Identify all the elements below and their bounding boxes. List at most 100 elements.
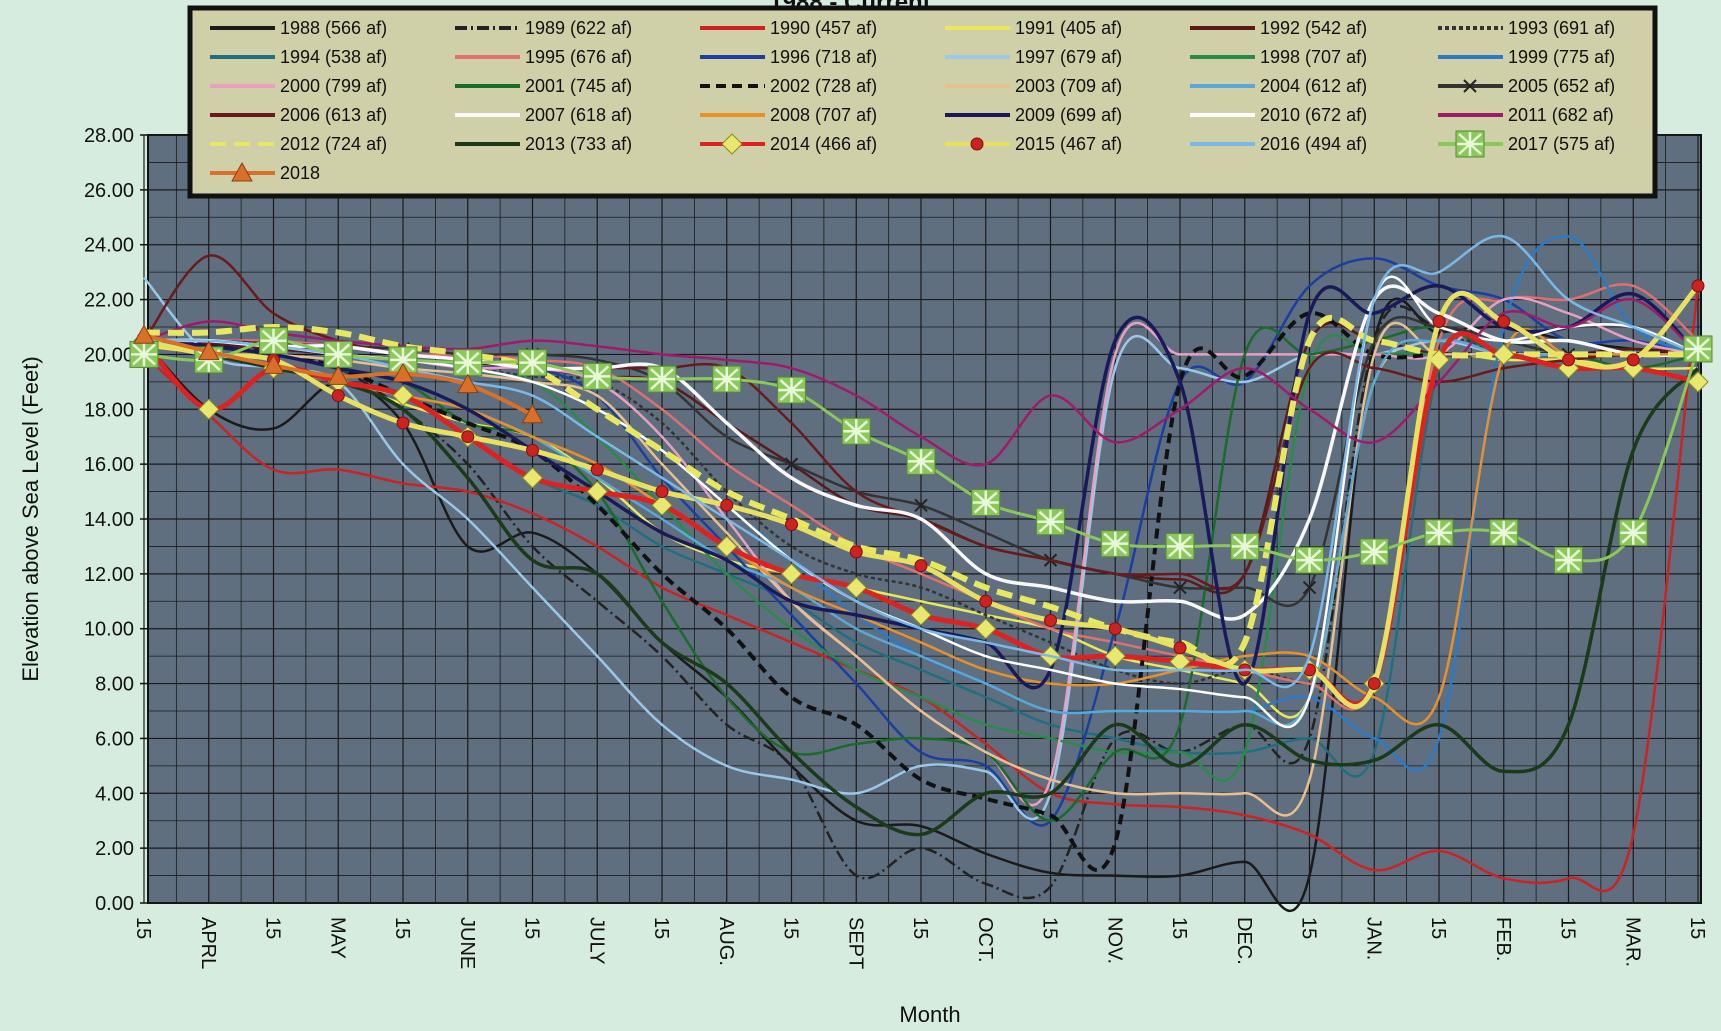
series-point-marker bbox=[586, 480, 608, 503]
series-point-marker bbox=[1173, 580, 1187, 595]
x-tick-label: MAY bbox=[326, 917, 348, 959]
legend-label: 2017 (575 af) bbox=[1508, 134, 1615, 154]
legend-label: 2009 (699 af) bbox=[1015, 105, 1122, 125]
legend-label: 1989 (622 af) bbox=[525, 18, 632, 38]
legend-item: 2008 (707 af) bbox=[700, 105, 877, 125]
x-tick-label: 15 bbox=[1039, 917, 1061, 939]
x-tick-label: AUG. bbox=[715, 917, 737, 966]
series-point-marker bbox=[1493, 343, 1515, 366]
series-point-marker-star bbox=[1426, 520, 1452, 545]
legend-item: 2017 (575 af) bbox=[1438, 130, 1615, 158]
series-point-marker-star bbox=[1361, 539, 1388, 564]
y-tick-label: 0.00 bbox=[95, 893, 134, 915]
series-point-marker bbox=[1497, 315, 1511, 329]
x-tick-label: NOV. bbox=[1103, 917, 1125, 964]
series-point-marker-star bbox=[778, 378, 805, 403]
series-point-marker-star bbox=[1620, 520, 1647, 545]
series-line bbox=[143, 321, 1698, 817]
legend-label: 1999 (775 af) bbox=[1508, 47, 1615, 67]
legend-item: 2007 (618 af) bbox=[455, 105, 632, 125]
legend-box bbox=[187, 5, 1658, 199]
y-tick-label: 10.00 bbox=[84, 619, 134, 641]
series-point-marker-star bbox=[519, 350, 546, 375]
legend-label: 1988 (566 af) bbox=[280, 18, 387, 38]
legend-label: 2014 (466 af) bbox=[770, 134, 877, 154]
y-tick-label: 14.00 bbox=[84, 509, 134, 531]
y-tick-label: 6.00 bbox=[95, 728, 134, 750]
series-31 bbox=[133, 324, 544, 424]
legend-label: 2015 (467 af) bbox=[1015, 134, 1122, 154]
legend-label: 2012 (724 af) bbox=[280, 134, 387, 154]
x-axis-title: Month bbox=[899, 1002, 960, 1027]
legend-item: 2003 (709 af) bbox=[945, 76, 1122, 96]
series-point-marker bbox=[914, 498, 928, 512]
x-tick-label: SEPT bbox=[844, 917, 866, 969]
y-tick-label: 24.00 bbox=[84, 235, 134, 257]
y-tick-label: 12.00 bbox=[84, 564, 134, 586]
series-point-marker-star bbox=[1490, 520, 1517, 545]
x-tick-label: 15 bbox=[1686, 917, 1708, 939]
series-point-marker-star bbox=[1167, 534, 1193, 559]
legend-label: 1998 (707 af) bbox=[1260, 47, 1367, 67]
legend-label: 2004 (612 af) bbox=[1260, 76, 1367, 96]
series-point-marker bbox=[914, 559, 928, 573]
x-tick-label: APRL bbox=[197, 917, 219, 969]
series-2 bbox=[143, 304, 1699, 900]
x-tick-label: 15 bbox=[132, 917, 154, 939]
legend-label: 2001 (745 af) bbox=[525, 76, 632, 96]
legend-item: 2012 (724 af) bbox=[210, 134, 387, 154]
series-point-marker bbox=[655, 485, 669, 499]
x-tick-label: MAR. bbox=[1621, 917, 1643, 967]
y-tick-label: 8.00 bbox=[95, 674, 134, 696]
y-tick-label: 2.00 bbox=[95, 838, 134, 860]
series-point-marker-star bbox=[843, 419, 870, 444]
series-point-marker-star bbox=[908, 449, 934, 474]
series-point-marker-star bbox=[131, 342, 157, 367]
y-tick-label: 18.00 bbox=[84, 399, 134, 421]
series-point-marker bbox=[651, 494, 673, 516]
series-point-marker-star bbox=[972, 490, 999, 515]
x-tick-label: OCT. bbox=[974, 917, 996, 963]
series-point-marker-star bbox=[454, 350, 481, 375]
series-point-marker bbox=[1104, 645, 1126, 667]
legend-item: 1989 (622 af) bbox=[455, 18, 632, 38]
series-point-marker-star bbox=[390, 347, 416, 372]
legend-item: 1993 (691 af) bbox=[1438, 18, 1615, 38]
series-line bbox=[143, 304, 1699, 900]
series-point-marker bbox=[327, 365, 350, 385]
series-line bbox=[143, 285, 1700, 893]
series-point-marker bbox=[1173, 641, 1187, 655]
series-point-marker-star bbox=[1102, 531, 1129, 556]
legend-label: 2011 (682 af) bbox=[1508, 105, 1614, 125]
series-point-marker bbox=[456, 373, 479, 394]
series-point-marker bbox=[396, 416, 410, 430]
series-point-marker bbox=[1626, 353, 1640, 367]
legend-item: 1990 (457 af) bbox=[700, 18, 877, 38]
legend-item: 1995 (676 af) bbox=[455, 47, 632, 67]
series-29 bbox=[143, 234, 1699, 689]
legend-item: 2011 (682 af) bbox=[1438, 105, 1614, 125]
legend-label: 1997 (679 af) bbox=[1015, 47, 1122, 67]
legend-label: 2003 (709 af) bbox=[1015, 76, 1122, 96]
series-point-marker bbox=[1691, 279, 1705, 293]
series-16 bbox=[143, 321, 1698, 817]
series-point-marker-star bbox=[325, 342, 352, 367]
series-point-marker-star bbox=[1555, 548, 1582, 573]
y-tick-label: 22.00 bbox=[84, 290, 134, 312]
legend-label: 2013 (733 af) bbox=[525, 134, 632, 154]
x-axis-ticks: 15 APRL 15 MAY 15 JUNE 15 JULY 15 AUG. 15 SEPT 15 OCT… bbox=[132, 917, 1708, 969]
series-point-marker bbox=[521, 467, 544, 489]
legend-marker-star bbox=[1457, 132, 1483, 156]
legend-label: 2005 (652 af) bbox=[1508, 76, 1615, 96]
legend-label: 1991 (405 af) bbox=[1015, 18, 1122, 38]
y-axis-ticks: 0.00 2.00 4.00 6.00 8.00 10.00 12.00 14.00 16.00… bbox=[84, 125, 148, 915]
x-tick-label: 15 bbox=[1427, 917, 1449, 939]
y-axis-title: Elevation above Sea Level (Feet) bbox=[18, 356, 43, 681]
legend-label: 2008 (707 af) bbox=[770, 105, 877, 125]
legend-item: 2002 (728 af) bbox=[700, 76, 877, 96]
series-point-marker-star bbox=[260, 328, 287, 353]
y-tick-label: 4.00 bbox=[95, 783, 134, 805]
series-point-marker bbox=[1044, 613, 1057, 627]
series-point-marker-star bbox=[1296, 548, 1323, 573]
